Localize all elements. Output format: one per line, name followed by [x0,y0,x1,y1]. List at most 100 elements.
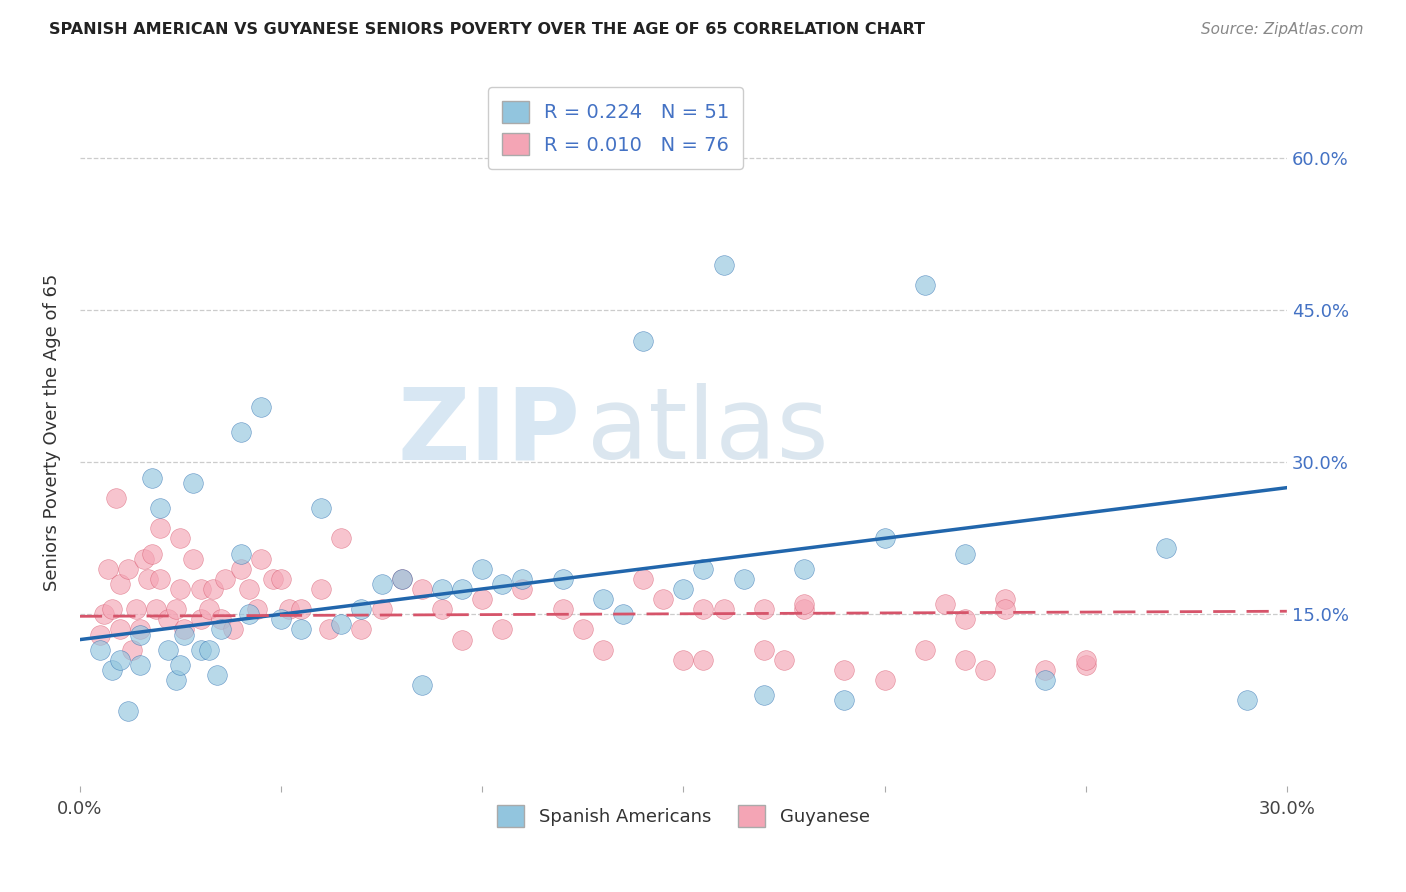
Text: SPANISH AMERICAN VS GUYANESE SENIORS POVERTY OVER THE AGE OF 65 CORRELATION CHAR: SPANISH AMERICAN VS GUYANESE SENIORS POV… [49,22,925,37]
Point [89,627,111,641]
Point [512,582,534,596]
Point [190,612,212,626]
Point [773,653,796,667]
Point [229,562,252,576]
Point [994,592,1017,607]
Point [117,704,139,718]
Point [793,562,815,576]
Point [672,653,695,667]
Point [108,623,131,637]
Point [692,562,714,576]
Point [873,531,896,545]
Point [149,521,172,535]
Point [108,577,131,591]
Point [652,592,675,607]
Point [136,572,159,586]
Point [430,602,453,616]
Point [832,693,855,707]
Point [914,278,936,293]
Point [692,602,714,616]
Point [173,623,195,637]
Point [994,602,1017,616]
Point [793,602,815,616]
Point [491,577,513,591]
Point [141,470,163,484]
Point [105,491,128,505]
Point [471,562,494,576]
Point [752,642,775,657]
Point [974,663,997,677]
Point [592,642,614,657]
Legend: Spanish Americans, Guyanese: Spanish Americans, Guyanese [489,797,877,834]
Point [430,582,453,596]
Point [631,572,654,586]
Point [201,582,224,596]
Point [832,663,855,677]
Point [205,668,228,682]
Point [1074,653,1097,667]
Point [89,642,111,657]
Point [471,592,494,607]
Point [411,582,433,596]
Point [873,673,896,687]
Point [1154,541,1177,556]
Point [551,602,574,616]
Point [209,623,232,637]
Point [733,572,755,586]
Point [250,551,273,566]
Point [278,602,301,616]
Point [491,623,513,637]
Point [612,607,634,622]
Point [97,562,120,576]
Point [571,623,593,637]
Point [330,617,353,632]
Point [1236,693,1258,707]
Point [169,657,191,672]
Point [451,582,474,596]
Point [692,653,714,667]
Point [451,632,474,647]
Point [512,572,534,586]
Point [631,334,654,348]
Point [752,602,775,616]
Text: atlas: atlas [586,384,828,481]
Point [1035,673,1057,687]
Point [250,400,273,414]
Point [246,602,269,616]
Point [793,597,815,611]
Point [391,572,413,586]
Point [169,531,191,545]
Point [953,612,976,626]
Point [134,551,156,566]
Point [229,425,252,439]
Y-axis label: Seniors Poverty Over the Age of 65: Seniors Poverty Over the Age of 65 [44,273,60,591]
Point [270,612,292,626]
Point [121,642,143,657]
Point [934,597,956,611]
Point [1074,657,1097,672]
Point [391,572,413,586]
Text: Source: ZipAtlas.com: Source: ZipAtlas.com [1201,22,1364,37]
Point [209,612,232,626]
Point [101,663,124,677]
Point [551,572,574,586]
Point [411,678,433,692]
Point [190,582,212,596]
Point [238,582,260,596]
Point [129,657,152,672]
Point [318,623,340,637]
Point [197,602,219,616]
Point [262,572,284,586]
Point [330,531,353,545]
Point [125,602,148,616]
Point [145,602,167,616]
Point [190,642,212,657]
Point [672,582,695,596]
Point [129,623,152,637]
Point [214,572,236,586]
Point [197,642,219,657]
Point [914,642,936,657]
Point [290,623,312,637]
Point [953,547,976,561]
Point [290,602,312,616]
